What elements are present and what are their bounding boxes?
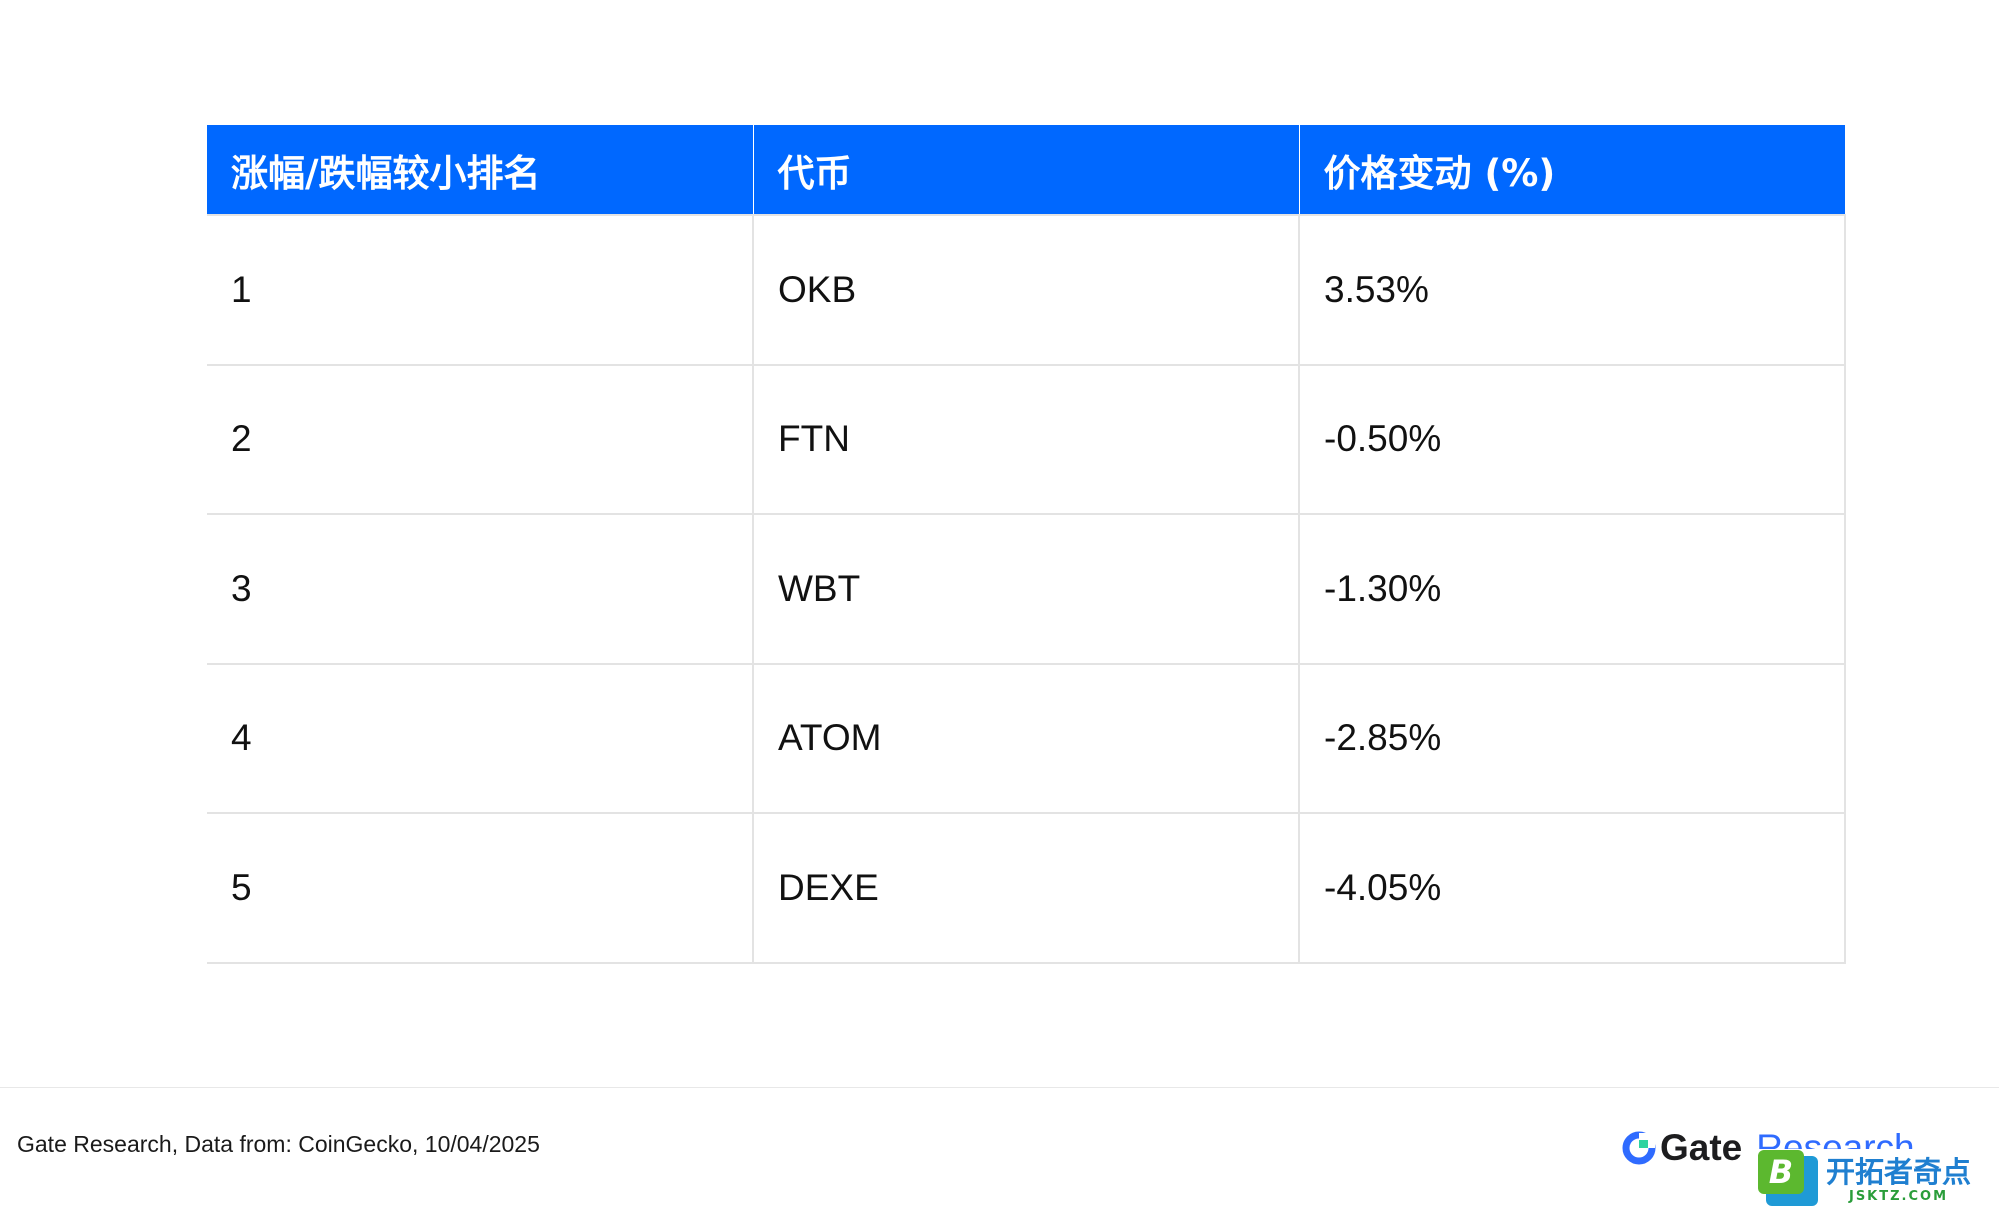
rank-cell: 5 [207, 812, 754, 964]
token-cell: OKB [752, 214, 1300, 366]
rank-cell: 2 [207, 363, 754, 515]
rank-cell: 1 [207, 214, 754, 366]
table-row: 2 FTN -0.50% [207, 363, 1846, 515]
token-cell: ATOM [752, 662, 1300, 814]
gate-logo-icon [1622, 1131, 1656, 1165]
header-token: 代币 [752, 125, 1299, 215]
brand-gate-text: Gate [1660, 1127, 1743, 1168]
table-row: 4 ATOM -2.85% [207, 662, 1846, 814]
table-row: 1 OKB 3.53% [207, 214, 1846, 366]
token-cell: WBT [752, 513, 1300, 665]
header-price-change: 价格变动 (%) [1298, 125, 1845, 215]
watermark-logo-icon: B [1758, 1150, 1820, 1208]
watermark-url: JSKTZ.COM [1848, 1188, 1949, 1204]
price-change-cell: -4.05% [1298, 812, 1846, 964]
price-change-cell: 3.53% [1298, 214, 1846, 366]
table-row: 5 DEXE -4.05% [207, 812, 1846, 964]
ranking-table: 涨幅/跌幅较小排名 代币 价格变动 (%) 1 OKB 3.53% 2 FTN … [207, 125, 1846, 964]
price-change-cell: -0.50% [1298, 363, 1846, 515]
watermark: B 开拓者奇点 JSKTZ.COM [1758, 1149, 1999, 1209]
watermark-name: 开拓者奇点 [1826, 1154, 1972, 1189]
rank-cell: 4 [207, 662, 754, 814]
price-change-cell: -2.85% [1298, 662, 1846, 814]
table-header-row: 涨幅/跌幅较小排名 代币 价格变动 (%) [207, 125, 1845, 215]
price-change-cell: -1.30% [1298, 513, 1846, 665]
footer-divider [0, 1087, 1999, 1088]
rank-cell: 3 [207, 513, 754, 665]
token-cell: DEXE [752, 812, 1300, 964]
watermark-logo-letter: B [1758, 1150, 1804, 1194]
token-cell: FTN [752, 363, 1300, 515]
header-rank: 涨幅/跌幅较小排名 [207, 125, 753, 215]
table-row: 3 WBT -1.30% [207, 513, 1846, 665]
data-source-note: Gate Research, Data from: CoinGecko, 10/… [17, 1131, 540, 1157]
